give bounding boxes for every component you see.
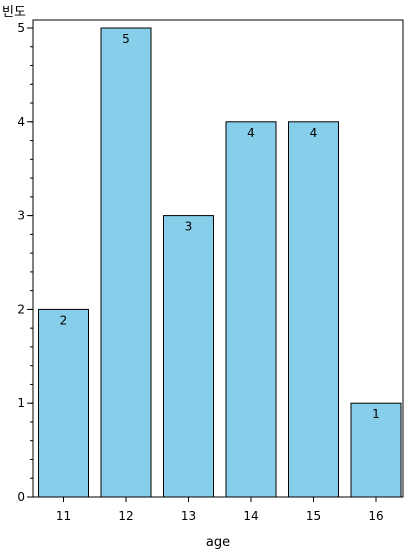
bar-14	[225, 121, 277, 498]
x-tick-label-15: 15	[306, 509, 321, 523]
data-labels: 2 5 3 4 4 1	[60, 32, 380, 421]
y-tick-label: 2	[17, 302, 25, 316]
x-axis-label: age	[206, 535, 230, 550]
y-tick-label: 4	[17, 115, 25, 129]
bar-16	[350, 402, 402, 498]
bar-13	[163, 215, 214, 498]
data-label-14: 4	[247, 126, 255, 140]
x-tick-label-14: 14	[243, 509, 258, 523]
y-tick-label: 3	[17, 209, 25, 223]
bars	[38, 27, 402, 498]
y-axis-tick-labels: 0 1 2 3 4 5	[17, 21, 25, 504]
data-label-16: 1	[372, 407, 380, 421]
data-label-13: 3	[185, 220, 193, 234]
x-tick-label-11: 11	[56, 509, 71, 523]
bar-15	[288, 121, 339, 498]
data-label-11: 2	[60, 313, 68, 327]
x-axis-ticks	[63, 497, 377, 502]
y-tick-label: 1	[17, 396, 25, 410]
data-label-12: 5	[122, 32, 130, 46]
y-tick-label: 0	[17, 490, 25, 504]
data-label-15: 4	[310, 126, 318, 140]
y-tick-label: 5	[17, 21, 25, 35]
x-tick-label-12: 12	[118, 509, 133, 523]
x-axis-tick-labels: 11 12 13 14 15 16	[56, 509, 384, 523]
bar-11	[38, 308, 89, 498]
y-axis-label: 빈도	[2, 5, 26, 20]
y-axis-major-ticks	[27, 27, 33, 498]
bar-12	[100, 27, 152, 498]
x-tick-label-16: 16	[368, 509, 383, 523]
plot-frame	[32, 19, 404, 498]
x-tick-label-13: 13	[181, 509, 196, 523]
